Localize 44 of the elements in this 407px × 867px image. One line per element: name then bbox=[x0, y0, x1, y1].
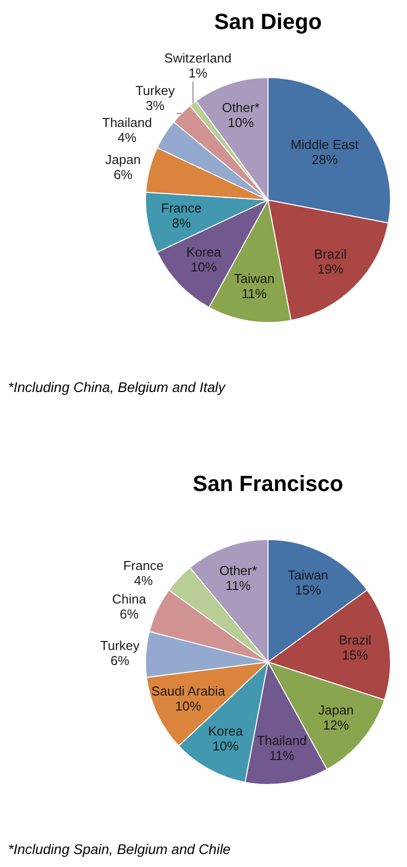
slice-label: France bbox=[161, 200, 202, 216]
slice-label: Korea bbox=[186, 244, 222, 260]
data-label: 6% bbox=[120, 606, 139, 622]
slice-label: Other* bbox=[219, 563, 257, 578]
data-label: 15% bbox=[342, 647, 369, 662]
slice-label: Saudi Arabia bbox=[151, 684, 226, 699]
slice-label: Other* bbox=[222, 100, 260, 116]
slice-label: China bbox=[112, 591, 147, 606]
slice-label: Japan bbox=[105, 152, 141, 168]
data-label: 10% bbox=[228, 115, 254, 130]
data-label: 12% bbox=[322, 717, 350, 732]
data-label: 15% bbox=[295, 582, 322, 598]
text: *Including Spain, Belgium and Chile bbox=[8, 840, 231, 858]
slice-label: Korea bbox=[208, 723, 244, 738]
slice-label: France bbox=[123, 558, 164, 574]
data-label: 1% bbox=[188, 65, 208, 80]
slice-label: Thailand bbox=[256, 733, 307, 748]
text: *Including China, Belgium and Italy bbox=[8, 378, 226, 396]
chart-title: San Diego bbox=[213, 8, 323, 36]
slice-label: Turkey bbox=[135, 83, 176, 98]
data-label: 6% bbox=[110, 653, 130, 668]
data-label: 8% bbox=[172, 216, 192, 231]
slice-label: Thailand bbox=[102, 115, 152, 130]
data-label: 19% bbox=[317, 261, 344, 276]
slice-label: Brazil bbox=[314, 246, 347, 262]
data-label: 10% bbox=[212, 738, 239, 754]
data-label: 11% bbox=[269, 748, 295, 764]
data-label: 28% bbox=[312, 152, 338, 168]
slice-label: Japan bbox=[318, 702, 354, 718]
data-label: 4% bbox=[134, 573, 154, 588]
chart-title: San Francisco bbox=[192, 470, 344, 498]
data-label: 6% bbox=[114, 167, 133, 182]
slice-label: Middle East bbox=[290, 137, 359, 152]
slice-label: Turkey bbox=[100, 638, 140, 653]
data-label: 11% bbox=[242, 286, 268, 302]
slice-label: Taiwan bbox=[234, 271, 274, 286]
data-label: 11% bbox=[226, 578, 252, 594]
data-label: 4% bbox=[118, 130, 137, 146]
data-label: 3% bbox=[146, 98, 165, 114]
data-label: 10% bbox=[175, 698, 202, 714]
data-label: 10% bbox=[190, 259, 218, 274]
slice-label: Switzerland bbox=[164, 50, 232, 66]
slice-label: Taiwan bbox=[288, 567, 328, 582]
slice-label: Brazil bbox=[338, 632, 372, 648]
